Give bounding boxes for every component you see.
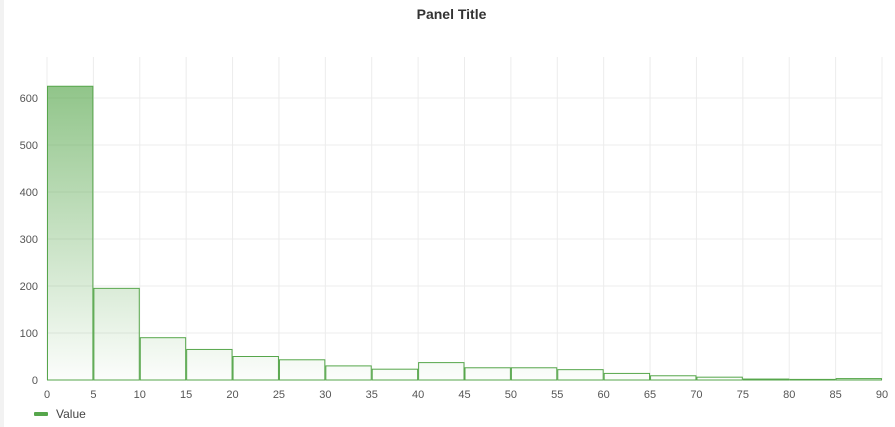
histogram-bar[interactable]: [232, 356, 279, 381]
histogram-bar[interactable]: [557, 369, 604, 381]
y-tick-label: 200: [20, 281, 38, 293]
x-tick-label: 85: [829, 389, 841, 401]
x-tick-label: 50: [505, 389, 517, 401]
x-tick-label: 25: [273, 389, 285, 401]
histogram-bar[interactable]: [186, 348, 233, 381]
histogram-bar[interactable]: [371, 368, 419, 381]
x-tick-label: 70: [690, 389, 702, 401]
histogram-bar[interactable]: [464, 367, 511, 381]
y-tick-label: 500: [20, 140, 38, 152]
x-tick-label: 20: [226, 389, 238, 401]
histogram-bar[interactable]: [93, 287, 140, 381]
legend-swatch: [34, 412, 48, 416]
y-tick-label: 100: [20, 328, 38, 340]
x-tick-label: 30: [319, 389, 331, 401]
histogram-bar[interactable]: [650, 375, 697, 381]
y-tick-label: 0: [32, 375, 38, 387]
y-tick-label: 400: [20, 187, 38, 199]
histogram-bar[interactable]: [742, 378, 790, 381]
x-tick-label: 0: [44, 389, 50, 401]
histogram-bar[interactable]: [139, 337, 187, 381]
x-tick-label: 15: [180, 389, 192, 401]
x-tick-label: 10: [134, 389, 146, 401]
x-tick-label: 5: [90, 389, 96, 401]
axes: 0 5 10 15 20 25 30 35 40 45 50 55 60 65 70 75 80 85 90 0 100…: [20, 93, 888, 401]
histogram-bar[interactable]: [789, 378, 836, 381]
x-tick-label: 80: [783, 389, 795, 401]
y-tick-label: 300: [20, 234, 38, 246]
histogram-bar[interactable]: [696, 376, 743, 381]
x-tick-label: 65: [644, 389, 656, 401]
x-tick-label: 55: [551, 389, 563, 401]
panel-title[interactable]: Panel Title: [416, 6, 487, 22]
histogram-bar[interactable]: [278, 359, 326, 381]
legend[interactable]: Value: [34, 407, 86, 421]
histogram-bar[interactable]: [325, 365, 372, 381]
x-tick-label: 40: [412, 389, 424, 401]
x-tick-label: 60: [598, 389, 610, 401]
x-tick-label: 45: [458, 389, 470, 401]
histogram-chart: 0 5 10 15 20 25 30 35 40 45 50 55 60 65 70 75 80 85 90 0 100…: [20, 57, 888, 401]
x-tick-label: 75: [737, 389, 749, 401]
histogram-bar[interactable]: [603, 372, 651, 381]
x-tick-label: 90: [876, 389, 888, 401]
histogram-bar[interactable]: [835, 378, 882, 381]
y-tick-label: 600: [20, 93, 38, 105]
histogram-bar[interactable]: [47, 85, 94, 381]
histogram-bar[interactable]: [418, 362, 465, 381]
histogram-bar[interactable]: [510, 367, 558, 381]
legend-label: Value: [56, 407, 86, 421]
x-tick-label: 35: [366, 389, 378, 401]
bars: [47, 85, 882, 381]
grid-lines: [46, 57, 883, 381]
